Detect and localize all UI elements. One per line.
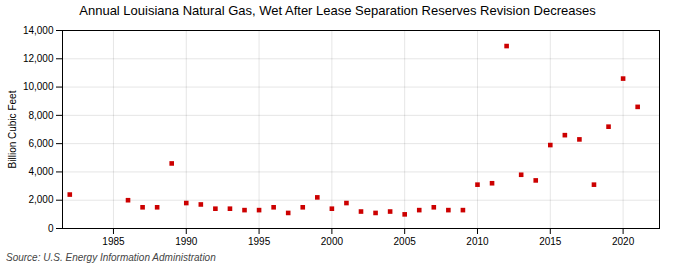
- svg-text:2000: 2000: [321, 236, 344, 247]
- svg-text:2020: 2020: [612, 236, 635, 247]
- svg-text:2010: 2010: [466, 236, 489, 247]
- svg-text:12,000: 12,000: [23, 53, 54, 64]
- html-text:Annual Louisiana Natural Gas,: Annual Louisiana Natural Gas, Wet After …: [79, 3, 596, 18]
- svg-text:2005: 2005: [394, 236, 417, 247]
- svg-text:4,000: 4,000: [28, 166, 53, 177]
- svg-text:2,000: 2,000: [28, 194, 53, 205]
- html-text:Source: U.S. Energy Informatio: Source: U.S. Energy Information Administ…: [6, 252, 216, 263]
- svg-text:2015: 2015: [539, 236, 562, 247]
- svg-text:6,000: 6,000: [28, 138, 53, 149]
- svg-text:Billion Cubic Feet: Billion Cubic Feet: [7, 90, 18, 168]
- svg-text:8,000: 8,000: [28, 110, 53, 121]
- svg-text:1990: 1990: [175, 236, 198, 247]
- svg-text:10,000: 10,000: [23, 81, 54, 92]
- svg-text:1985: 1985: [102, 236, 125, 247]
- svg-text:0: 0: [48, 223, 54, 234]
- svg-text:14,000: 14,000: [23, 25, 54, 36]
- svg-text:1995: 1995: [248, 236, 271, 247]
